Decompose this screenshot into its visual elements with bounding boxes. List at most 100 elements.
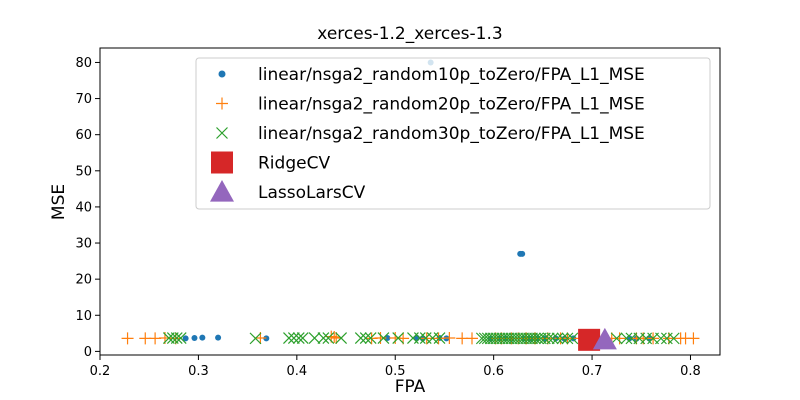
data-point-square (578, 328, 601, 351)
data-point-x (487, 332, 500, 345)
legend-label: LassoLarsCV (258, 183, 366, 203)
x-tick-label: 0.5 (385, 364, 406, 379)
legend-marker-triangle (210, 180, 234, 202)
data-point-x (655, 332, 667, 345)
data-point-x (529, 332, 541, 345)
legend-marker-x (216, 127, 228, 139)
data-point-x (484, 332, 497, 345)
data-point-x (511, 332, 524, 345)
x-axis-title: FPA (395, 377, 426, 397)
data-point-plus (613, 332, 626, 345)
legend-marker-square (211, 151, 233, 174)
data-point-x (377, 332, 390, 344)
y-tick-label: 20 (75, 273, 92, 288)
data-point-x (481, 332, 494, 345)
data-point-dot (199, 334, 206, 341)
legend-label: linear/nsga2_random20p_toZero/FPA_L1_MSE (258, 95, 645, 115)
legend: linear/nsga2_random10p_toZero/FPA_L1_MSE… (195, 57, 711, 210)
data-point-plus (541, 332, 554, 345)
data-points (121, 59, 700, 351)
data-point-dot (519, 250, 526, 257)
legend-label: linear/nsga2_random30p_toZero/FPA_L1_MSE (258, 124, 645, 144)
y-axis-title: MSE (49, 184, 69, 220)
data-point-plus (374, 332, 387, 345)
data-point-x (526, 332, 538, 345)
y-tick-label: 10 (75, 309, 92, 324)
legend-frame (195, 57, 711, 210)
x-tick-label: 0.7 (582, 364, 603, 379)
legend-marker-dot (218, 70, 226, 78)
y-tick-label: 60 (75, 128, 92, 143)
x-tick-label: 0.4 (286, 364, 307, 379)
data-point-dot (215, 334, 222, 341)
data-point-x (392, 332, 405, 344)
data-point-x (610, 332, 623, 345)
data-point-x (556, 332, 569, 345)
data-point-x (502, 332, 515, 345)
data-point-x (413, 332, 426, 344)
data-point-plus (330, 332, 343, 345)
data-point-x (322, 332, 335, 344)
data-point-x (478, 332, 491, 345)
y-tick-label: 80 (75, 56, 92, 71)
data-point-x (296, 332, 309, 344)
data-point-x (508, 332, 521, 345)
data-point-plus (662, 332, 675, 345)
data-point-triangle (592, 327, 617, 350)
data-point-x (287, 332, 300, 344)
data-point-x (514, 332, 527, 345)
data-point-x (561, 332, 574, 345)
data-point-x (517, 332, 530, 345)
data-point-plus (121, 332, 134, 345)
x-tick-label: 0.2 (90, 364, 111, 379)
data-point-dot (384, 335, 391, 342)
y-tick-label: 70 (75, 92, 92, 107)
chart-title: xerces-1.2_xerces-1.3 (317, 24, 502, 44)
data-point-x (505, 332, 518, 345)
data-point-x (493, 332, 506, 345)
data-point-x (170, 332, 183, 344)
plot-frame (99, 47, 721, 356)
data-point-x (620, 332, 633, 345)
data-point-dot (191, 335, 198, 342)
legend-marker-plus (216, 97, 228, 110)
x-axis: 0.2 0.3 0.4 0.5 0.6 0.7 0.8 (90, 355, 701, 379)
x-tick-label: 0.6 (483, 364, 504, 379)
data-point-plus (466, 332, 478, 345)
data-point-plus (443, 332, 456, 345)
y-tick-label: 40 (75, 200, 92, 215)
data-point-x (433, 332, 446, 344)
data-point-dot (182, 335, 189, 342)
data-point-x (496, 332, 509, 345)
data-point-x (174, 332, 187, 344)
data-point-x (520, 332, 533, 345)
y-tick-label: 0 (84, 345, 92, 360)
data-point-x (335, 332, 348, 344)
y-tick-label: 30 (75, 237, 92, 252)
data-point-x (499, 332, 512, 345)
data-point-x (490, 332, 503, 345)
data-point-x (667, 332, 680, 345)
legend-label: linear/nsga2_random10p_toZero/FPA_L1_MSE (258, 65, 645, 85)
data-point-x (542, 332, 555, 345)
legend-label: RidgeCV (258, 154, 330, 174)
x-tick-label: 0.3 (188, 364, 209, 379)
data-point-x (546, 332, 559, 345)
data-point-x (523, 332, 536, 345)
data-point-x (359, 332, 372, 344)
data-point-x (249, 332, 262, 345)
data-point-x (292, 332, 305, 344)
data-point-x (566, 332, 579, 345)
data-point-plus (687, 332, 700, 345)
data-point-x (551, 332, 564, 345)
data-point-x (317, 332, 330, 344)
data-point-x (283, 332, 295, 344)
data-point-x (354, 332, 367, 344)
y-axis: 0 10 20 30 40 50 60 70 80 (75, 56, 100, 360)
data-point-x (364, 332, 377, 344)
data-point-x (475, 332, 488, 345)
x-tick-label: 0.8 (680, 364, 701, 379)
y-tick-label: 50 (75, 164, 92, 179)
data-point-x (308, 332, 321, 344)
